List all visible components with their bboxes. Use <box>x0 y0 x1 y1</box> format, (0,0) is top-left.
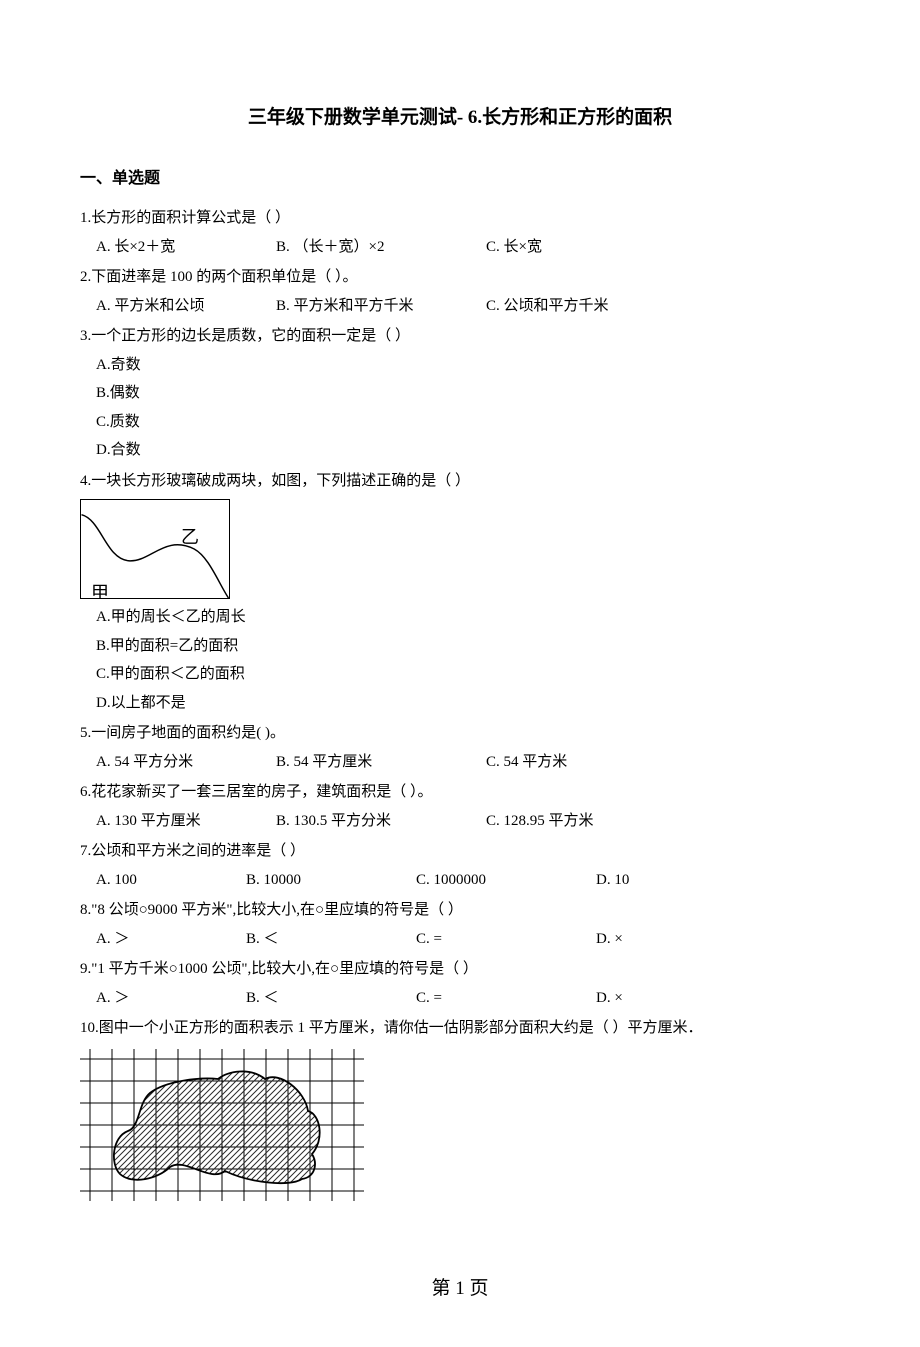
option[interactable]: C.质数 <box>96 408 840 437</box>
option-row: A. 54 平方分米B. 54 平方厘米C. 54 平方米 <box>80 748 840 777</box>
question: 3.一个正方形的边长是质数，它的面积一定是（ ）A.奇数B.偶数C.质数D.合数 <box>80 322 840 465</box>
question-stem: 2.下面进率是 100 的两个面积单位是（ ）。 <box>80 263 840 292</box>
option[interactable]: B. ＜ <box>246 984 416 1013</box>
option[interactable]: A. 平方米和公顷 <box>96 292 276 321</box>
option-column: A.奇数B.偶数C.质数D.合数 <box>80 351 840 465</box>
question: 4.一块长方形玻璃破成两块，如图，下列描述正确的是（ ）乙甲A.甲的周长＜乙的周… <box>80 467 840 718</box>
question: 1.长方形的面积计算公式是（ ）A. 长×2＋宽B. （长＋宽）×2C. 长×宽 <box>80 204 840 261</box>
question-stem: 9."1 平方千米○1000 公顷",比较大小,在○里应填的符号是（ ） <box>80 955 840 984</box>
option[interactable]: D. 10 <box>596 866 629 895</box>
question-stem: 4.一块长方形玻璃破成两块，如图，下列描述正确的是（ ） <box>80 467 840 496</box>
question-stem: 3.一个正方形的边长是质数，它的面积一定是（ ） <box>80 322 840 351</box>
question-stem: 1.长方形的面积计算公式是（ ） <box>80 204 840 233</box>
section-heading: 一、单选题 <box>80 164 840 194</box>
question: 10.图中一个小正方形的面积表示 1 平方厘米，请你估一估阴影部分面积大约是（ … <box>80 1014 840 1201</box>
option[interactable]: A. 54 平方分米 <box>96 748 276 777</box>
question: 7.公顷和平方米之间的进率是（ ）A. 100B. 10000C. 100000… <box>80 837 840 894</box>
option[interactable]: B. 平方米和平方千米 <box>276 292 486 321</box>
option[interactable]: C. = <box>416 984 596 1013</box>
question: 5.一间房子地面的面积约是( )。A. 54 平方分米B. 54 平方厘米C. … <box>80 719 840 776</box>
question: 2.下面进率是 100 的两个面积单位是（ ）。A. 平方米和公顷B. 平方米和… <box>80 263 840 320</box>
option[interactable]: C. 54 平方米 <box>486 748 567 777</box>
question-stem: 5.一间房子地面的面积约是( )。 <box>80 719 840 748</box>
option[interactable]: D.合数 <box>96 436 840 465</box>
option[interactable]: A. ＞ <box>96 925 246 954</box>
option[interactable]: A. 长×2＋宽 <box>96 233 276 262</box>
option-column: A.甲的周长＜乙的周长B.甲的面积=乙的面积C.甲的面积＜乙的面积D.以上都不是 <box>80 603 840 717</box>
option-row: A. 长×2＋宽B. （长＋宽）×2C. 长×宽 <box>80 233 840 262</box>
option[interactable]: B. （长＋宽）×2 <box>276 233 486 262</box>
question-stem: 7.公顷和平方米之间的进率是（ ） <box>80 837 840 866</box>
figure-grid-blob <box>80 1049 840 1201</box>
option-row: A. ＞B. ＜C. =D. × <box>80 984 840 1013</box>
option-row: A. 100B. 10000C. 1000000D. 10 <box>80 866 840 895</box>
option[interactable]: D. × <box>596 925 623 954</box>
option[interactable]: C. 公顷和平方千米 <box>486 292 609 321</box>
figure-label-jia: 甲 <box>91 576 109 599</box>
option[interactable]: A. ＞ <box>96 984 246 1013</box>
option[interactable]: B.偶数 <box>96 379 840 408</box>
question: 6.花花家新买了一套三居室的房子，建筑面积是（ ）。A. 130 平方厘米B. … <box>80 778 840 835</box>
option[interactable]: C. 1000000 <box>416 866 596 895</box>
option[interactable]: A. 100 <box>96 866 246 895</box>
option[interactable]: B.甲的面积=乙的面积 <box>96 632 840 661</box>
figure-label-yi: 乙 <box>181 520 199 554</box>
page-title: 三年级下册数学单元测试- 6.长方形和正方形的面积 <box>80 100 840 136</box>
option[interactable]: C.甲的面积＜乙的面积 <box>96 660 840 689</box>
option[interactable]: C. 128.95 平方米 <box>486 807 594 836</box>
option[interactable]: B. 130.5 平方分米 <box>276 807 486 836</box>
option-row: A. 平方米和公顷B. 平方米和平方千米C. 公顷和平方千米 <box>80 292 840 321</box>
option-row: A. ＞B. ＜C. =D. × <box>80 925 840 954</box>
option[interactable]: B. 10000 <box>246 866 416 895</box>
option[interactable]: B. ＜ <box>246 925 416 954</box>
option[interactable]: A.奇数 <box>96 351 840 380</box>
option[interactable]: D. × <box>596 984 623 1013</box>
questions-container: 1.长方形的面积计算公式是（ ）A. 长×2＋宽B. （长＋宽）×2C. 长×宽… <box>80 204 840 1201</box>
option[interactable]: B. 54 平方厘米 <box>276 748 486 777</box>
option[interactable]: C. = <box>416 925 596 954</box>
option[interactable]: A. 130 平方厘米 <box>96 807 276 836</box>
option[interactable]: D.以上都不是 <box>96 689 840 718</box>
question: 8."8 公顷○9000 平方米",比较大小,在○里应填的符号是（ ）A. ＞B… <box>80 896 840 953</box>
question-stem: 10.图中一个小正方形的面积表示 1 平方厘米，请你估一估阴影部分面积大约是（ … <box>80 1014 840 1043</box>
option-row: A. 130 平方厘米B. 130.5 平方分米C. 128.95 平方米 <box>80 807 840 836</box>
figure-broken-glass: 乙甲 <box>80 499 230 599</box>
question-stem: 6.花花家新买了一套三居室的房子，建筑面积是（ ）。 <box>80 778 840 807</box>
question-stem: 8."8 公顷○9000 平方米",比较大小,在○里应填的符号是（ ） <box>80 896 840 925</box>
question: 9."1 平方千米○1000 公顷",比较大小,在○里应填的符号是（ ）A. ＞… <box>80 955 840 1012</box>
option[interactable]: C. 长×宽 <box>486 233 542 262</box>
option[interactable]: A.甲的周长＜乙的周长 <box>96 603 840 632</box>
